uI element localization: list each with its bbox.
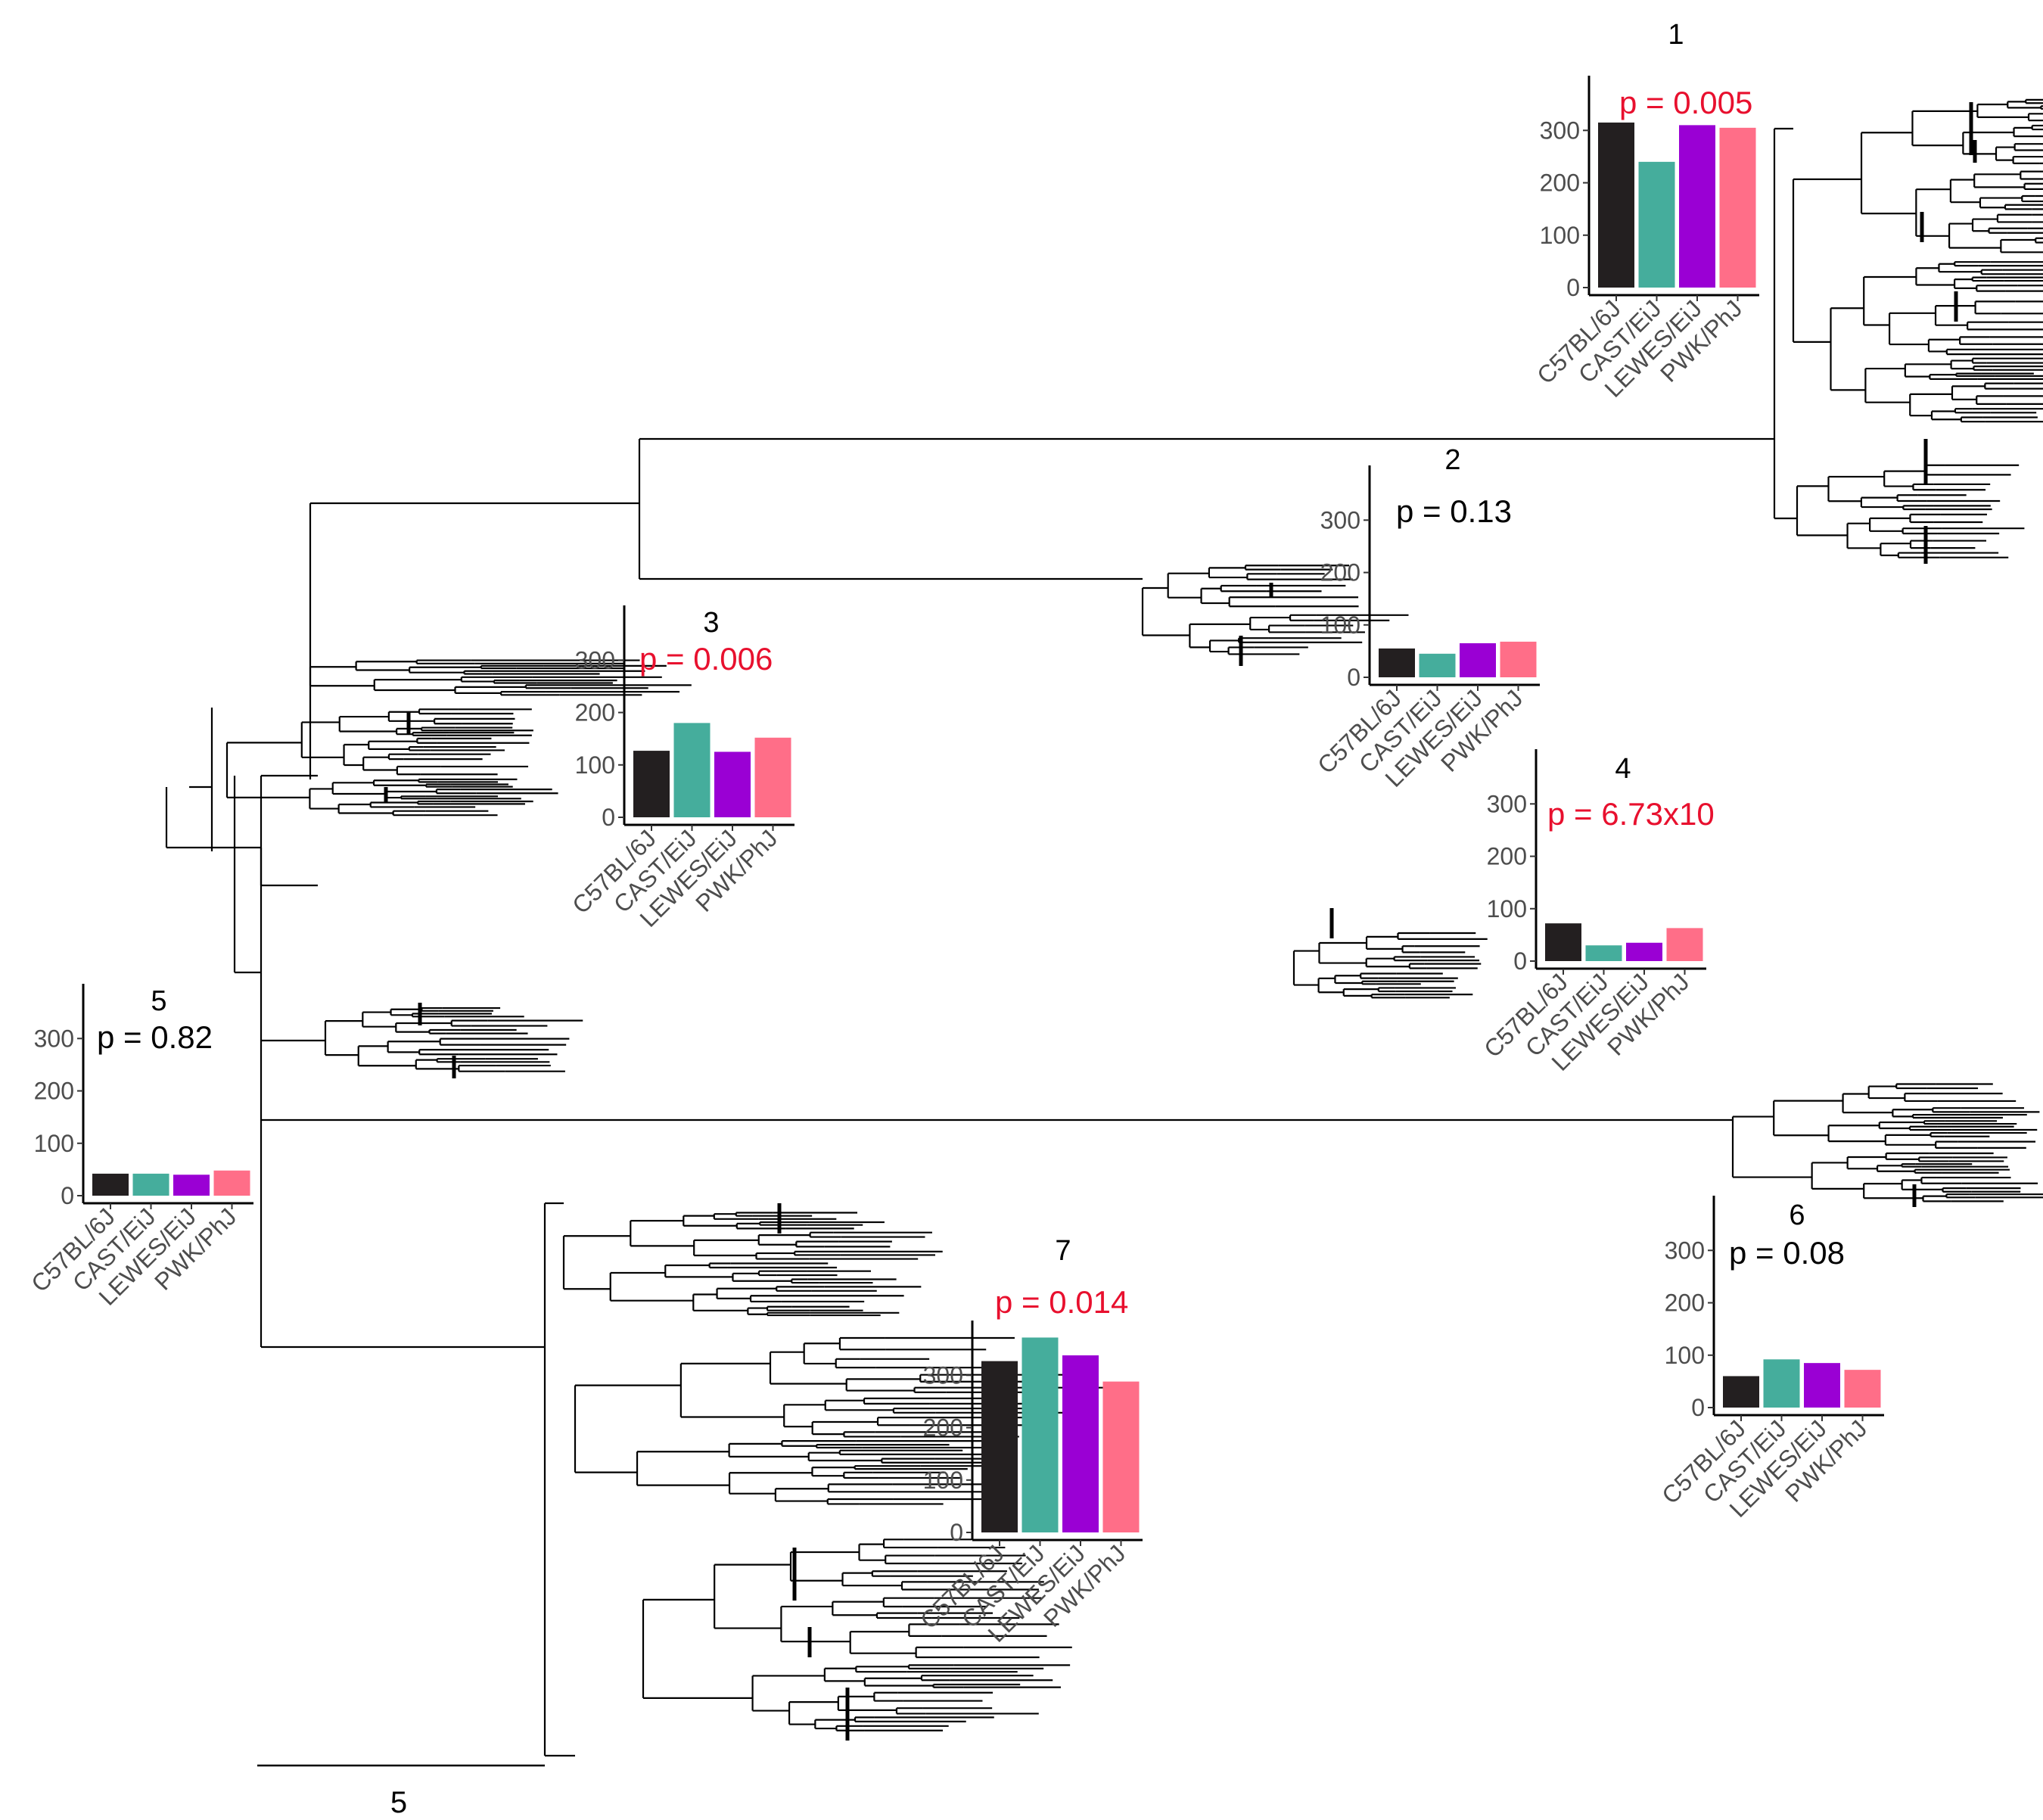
bar-chart-3: 0100200300C57BL/6JCAST/EiJLEWES/EiJPWK/P… bbox=[567, 605, 794, 932]
bar-pwk-phj bbox=[213, 1170, 250, 1196]
y-tick-label: 300 bbox=[1320, 506, 1360, 534]
y-tick-label: 0 bbox=[1347, 664, 1360, 691]
scale-bar: 5 bbox=[257, 1764, 545, 1819]
p-value-label: p = 0.005 bbox=[1619, 85, 1752, 120]
bar-c57bl-6j bbox=[1598, 122, 1634, 288]
bar-c57bl-6j bbox=[1379, 648, 1415, 677]
bar-c57bl-6j bbox=[633, 751, 670, 817]
bar-lewes-eij bbox=[1460, 643, 1496, 677]
y-tick-label: 0 bbox=[1691, 1394, 1705, 1421]
y-tick-label: 100 bbox=[923, 1467, 963, 1494]
bar-cast-eij bbox=[1585, 945, 1622, 961]
y-tick-label: 0 bbox=[602, 804, 615, 831]
panel-title: 5 bbox=[151, 985, 166, 1017]
panel-title: 7 bbox=[1055, 1235, 1071, 1267]
y-tick-label: 200 bbox=[1320, 559, 1360, 586]
panel-title: 3 bbox=[703, 607, 719, 639]
bar-lewes-eij bbox=[1062, 1355, 1099, 1532]
bar-c57bl-6j bbox=[1723, 1376, 1759, 1408]
bar-pwk-phj bbox=[1844, 1370, 1881, 1408]
y-tick-label: 200 bbox=[34, 1078, 74, 1105]
bar-chart-2: 0100200300C57BL/6JCAST/EiJLEWES/EiJPWK/P… bbox=[1312, 444, 1540, 792]
bar-lewes-eij bbox=[1626, 942, 1662, 961]
bar-c57bl-6j bbox=[1545, 923, 1581, 961]
p-value-label: p = 0.014 bbox=[995, 1284, 1128, 1320]
bar-cast-eij bbox=[132, 1173, 169, 1196]
bar-pwk-phj bbox=[1102, 1381, 1140, 1532]
bar-cast-eij bbox=[1763, 1359, 1800, 1408]
y-tick-label: 300 bbox=[1665, 1237, 1705, 1264]
bar-lewes-eij bbox=[714, 751, 751, 817]
bar-pwk-phj bbox=[754, 737, 791, 817]
p-value-label: p = 0.82 bbox=[97, 1019, 213, 1055]
y-tick-label: 200 bbox=[575, 699, 615, 726]
y-tick-label: 0 bbox=[950, 1519, 963, 1546]
bar-lewes-eij bbox=[1679, 125, 1715, 288]
y-tick-label: 300 bbox=[923, 1361, 963, 1389]
bar-lewes-eij bbox=[173, 1174, 210, 1196]
y-tick-label: 0 bbox=[1513, 947, 1527, 975]
bar-lewes-eij bbox=[1804, 1363, 1840, 1408]
y-tick-label: 300 bbox=[1487, 790, 1527, 817]
bar-chart-4: 0100200300C57BL/6JCAST/EiJLEWES/EiJPWK/P… bbox=[1479, 749, 1715, 1076]
y-tick-label: 0 bbox=[61, 1182, 74, 1209]
phylogenetic-tree bbox=[165, 98, 2043, 1757]
y-tick-label: 100 bbox=[575, 751, 615, 779]
y-tick-label: 100 bbox=[1487, 895, 1527, 922]
y-tick-label: 100 bbox=[34, 1130, 74, 1157]
panel-title: 2 bbox=[1444, 444, 1460, 476]
bar-pwk-phj bbox=[1666, 928, 1703, 961]
y-tick-label: 300 bbox=[1540, 117, 1580, 144]
bar-cast-eij bbox=[1419, 653, 1456, 677]
y-tick-label: 200 bbox=[1665, 1290, 1705, 1317]
y-tick-label: 200 bbox=[1540, 170, 1580, 197]
panel-title: 1 bbox=[1668, 19, 1684, 51]
bar-cast-eij bbox=[1022, 1337, 1059, 1532]
bar-c57bl-6j bbox=[92, 1173, 129, 1196]
y-tick-label: 100 bbox=[1320, 611, 1360, 639]
bar-pwk-phj bbox=[1719, 127, 1756, 288]
y-tick-label: 100 bbox=[1665, 1342, 1705, 1369]
bar-cast-eij bbox=[673, 723, 711, 817]
p-value-label: p = 0.08 bbox=[1729, 1235, 1845, 1271]
y-tick-label: 0 bbox=[1566, 274, 1580, 301]
scale-bar-label: 5 bbox=[390, 1786, 407, 1819]
panel-title: 4 bbox=[1615, 753, 1631, 785]
y-tick-label: 200 bbox=[923, 1414, 963, 1442]
p-value-label: p = 6.73x10 bbox=[1547, 796, 1715, 832]
bar-chart-7: 0100200300C57BL/6JCAST/EiJLEWES/EiJPWK/P… bbox=[915, 1235, 1143, 1647]
bar-cast-eij bbox=[1638, 161, 1675, 288]
p-value-label: p = 0.006 bbox=[639, 641, 773, 677]
y-tick-label: 300 bbox=[34, 1025, 74, 1052]
y-tick-label: 100 bbox=[1540, 222, 1580, 249]
panel-title: 6 bbox=[1789, 1199, 1805, 1231]
p-value-label: p = 0.13 bbox=[1396, 493, 1512, 529]
bar-chart-5: 0100200300C57BL/6JCAST/EiJLEWES/EiJPWK/P… bbox=[26, 984, 253, 1311]
bar-pwk-phj bbox=[1500, 641, 1537, 677]
bar-chart-1: 0100200300C57BL/6JCAST/EiJLEWES/EiJPWK/P… bbox=[1531, 19, 1759, 403]
bar-c57bl-6j bbox=[981, 1361, 1018, 1532]
bar-chart-6: 0100200300C57BL/6JCAST/EiJLEWES/EiJPWK/P… bbox=[1656, 1196, 1884, 1523]
y-tick-label: 300 bbox=[575, 646, 615, 674]
y-tick-label: 200 bbox=[1487, 843, 1527, 870]
